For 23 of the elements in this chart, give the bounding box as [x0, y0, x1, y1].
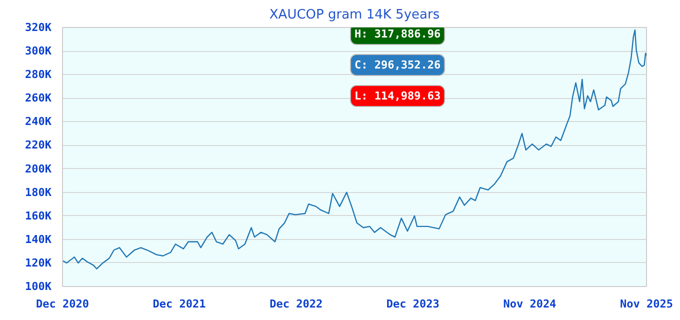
y-tick-label: 120K: [25, 256, 52, 270]
y-tick-label: 200K: [25, 162, 52, 176]
y-tick-label: 260K: [25, 92, 52, 105]
y-tick-label: 140K: [25, 232, 52, 246]
annotation: H: 317,886.96: [354, 28, 441, 40]
x-tick-label: Dec 2023: [386, 298, 440, 310]
x-tick-label: Nov 2024: [503, 298, 557, 310]
y-tick-label: 300K: [25, 44, 52, 58]
x-tick-label: Dec 2020: [36, 298, 89, 310]
y-tick-label: 280K: [25, 68, 52, 82]
y-tick-label: 100K: [25, 280, 52, 293]
y-tick-label: 240K: [25, 115, 52, 128]
annotation: L: 114,989.63: [354, 90, 441, 102]
x-tick-label: Dec 2022: [270, 298, 323, 310]
y-tick-label: 220K: [25, 138, 52, 152]
x-tick-label: Nov 2025: [620, 298, 673, 310]
x-tick-label: Dec 2021: [152, 298, 206, 310]
y-tick-label: 320K: [25, 21, 52, 34]
line-series: [62, 29, 646, 270]
y-tick-label: 160K: [25, 209, 52, 222]
y-tick-label: 180K: [25, 186, 52, 199]
annotation: C: 296,352.26: [354, 58, 441, 72]
chart-title: XAUCOP gram 14K 5years: [269, 8, 440, 22]
